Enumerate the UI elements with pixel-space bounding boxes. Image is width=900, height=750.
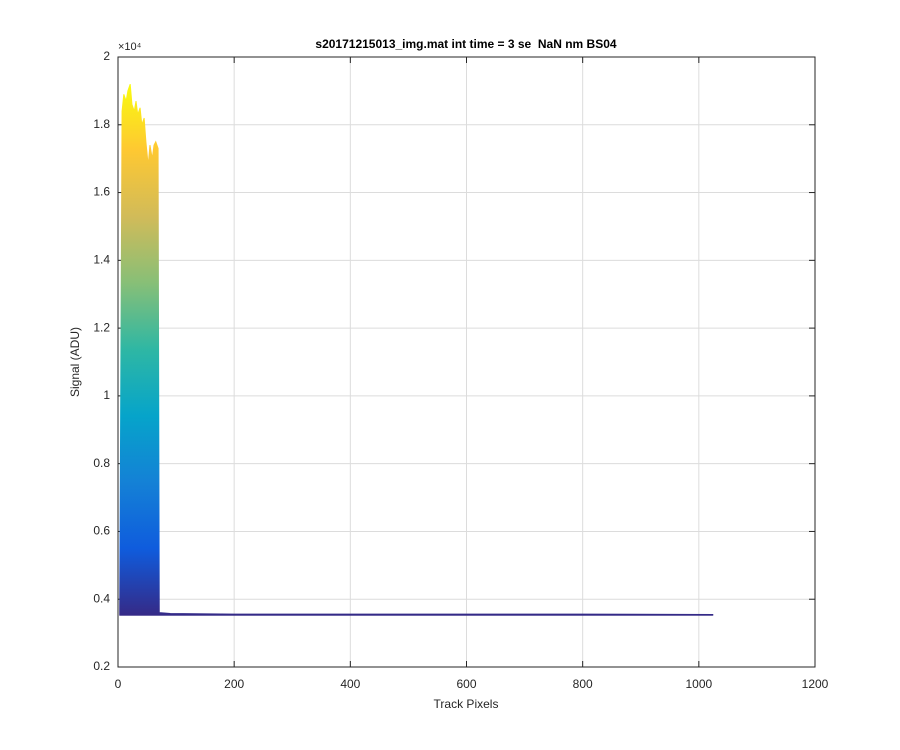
x-tick-label: 800 bbox=[573, 677, 593, 691]
y-tick-label: 1.8 bbox=[93, 117, 110, 131]
x-tick-label: 0 bbox=[115, 677, 122, 691]
signal-area bbox=[119, 83, 714, 616]
y-tick-label: 1.2 bbox=[93, 320, 110, 334]
y-tick-label: 0.6 bbox=[93, 524, 110, 538]
y-exponent: ×10⁴ bbox=[118, 41, 142, 53]
x-tick-label: 200 bbox=[224, 677, 244, 691]
y-tick-label: 2 bbox=[103, 49, 110, 63]
chart-title: s20171215013_img.mat int time = 3 se NaN… bbox=[315, 37, 616, 51]
y-tick-label: 1.6 bbox=[93, 185, 110, 199]
x-tick-label: 1000 bbox=[685, 677, 712, 691]
y-tick-label: 0.8 bbox=[93, 456, 110, 470]
y-tick-label: 1 bbox=[103, 388, 110, 402]
x-tick-label: 400 bbox=[340, 677, 360, 691]
y-axis-label: Signal (ADU) bbox=[68, 327, 82, 397]
y-tick-label: 0.4 bbox=[93, 591, 110, 605]
axes-box bbox=[117, 56, 816, 668]
y-tick-label: 0.2 bbox=[93, 659, 110, 673]
x-tick-label: 600 bbox=[456, 677, 476, 691]
x-axis-label: Track Pixels bbox=[434, 697, 499, 711]
y-tick-label: 1.4 bbox=[93, 253, 110, 267]
x-tick-label: 1200 bbox=[802, 677, 829, 691]
